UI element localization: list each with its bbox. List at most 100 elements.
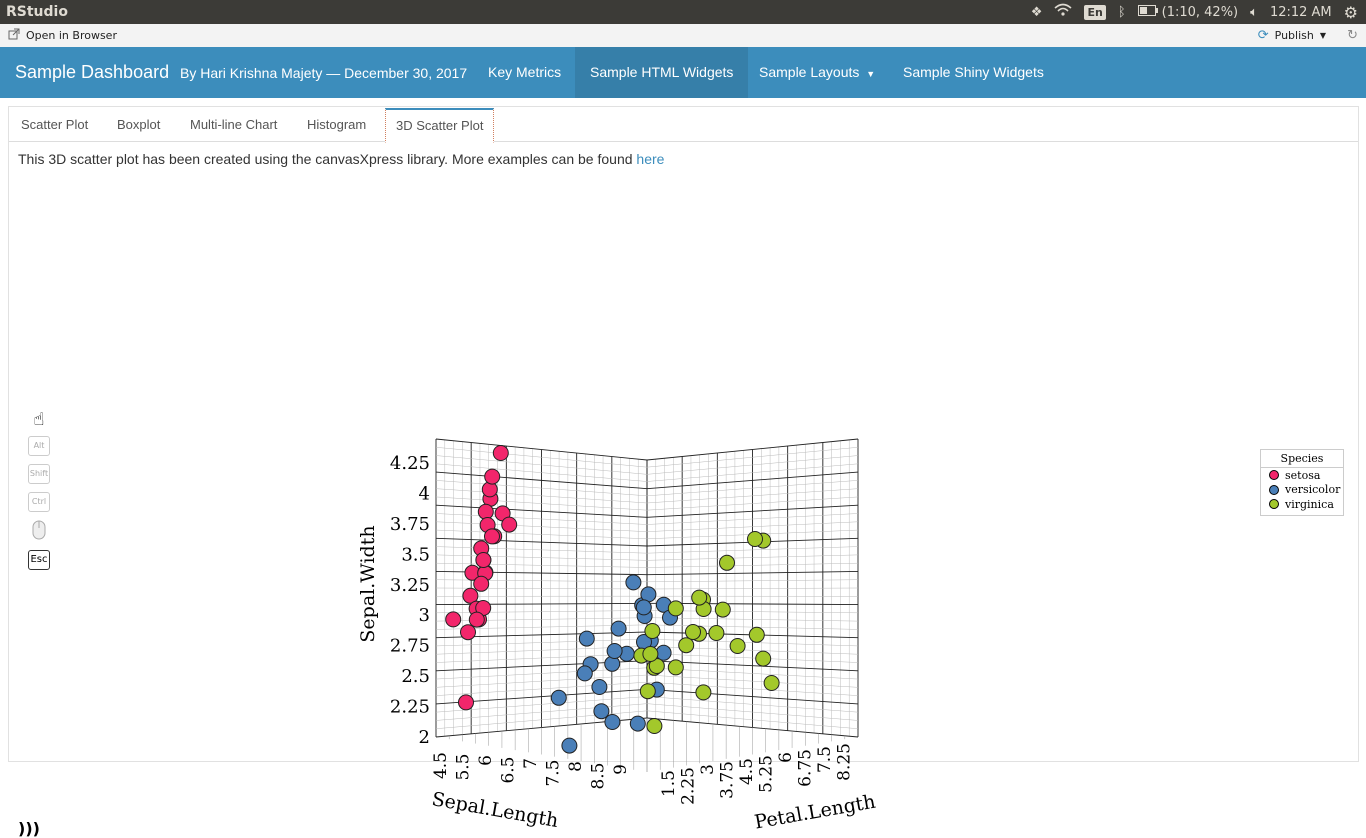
legend-swatch-virginica [1269,499,1279,509]
tab-multi-line-chart[interactable]: Multi-line Chart [180,107,287,141]
data-point-virginica [692,590,707,605]
refresh-icon[interactable]: ↻ [1347,28,1358,43]
data-point-virginica [647,719,662,734]
nav-sample-layouts-label: Sample Layouts [759,64,859,80]
gear-icon[interactable]: ⚙ [1344,3,1358,22]
data-point-virginica [686,625,701,640]
viewer-toolbar: Open in Browser ⟳ Publish ▼ ↻ [0,24,1366,48]
data-point-setosa [485,469,500,484]
data-point-versicolor [630,716,645,731]
z-tick-label: 5.25 [757,755,777,793]
data-point-setosa [476,553,491,568]
publish-icon: ⟳ [1258,28,1269,43]
bluetooth-icon[interactable]: ᛒ [1118,5,1126,20]
esc-key[interactable]: Esc [28,550,50,570]
z-tick-label: 7.5 [815,746,835,773]
z-tick-label: 3.75 [718,761,738,799]
open-in-browser-button[interactable]: Open in Browser [8,28,117,43]
data-point-setosa [469,612,484,627]
z-axis-title: Petal.Length [753,791,877,834]
legend-label-versicolor: versicolor [1285,483,1340,496]
x-tick-label: 6.5 [499,757,519,784]
data-point-versicolor [656,645,671,660]
z-tick-label: 8.25 [835,743,855,781]
tab-histogram[interactable]: Histogram [297,107,376,141]
examples-link[interactable]: here [636,151,664,167]
battery-indicator[interactable]: (1:10, 42%) [1138,5,1239,20]
x-tick-label: 7 [521,758,541,769]
audio-wave-icon[interactable]: ))) [18,819,40,838]
chevron-down-icon: ▼ [1320,31,1326,40]
tab-3d-scatter-plot[interactable]: 3D Scatter Plot [385,108,494,143]
nav-sample-html-widgets[interactable]: Sample HTML Widgets [575,47,748,98]
data-point-versicolor [607,644,622,659]
x-tick-label: 6 [476,755,496,766]
legend-title: Species [1261,452,1343,468]
clock[interactable]: 12:12 AM [1270,5,1332,20]
ctrl-key[interactable]: Ctrl [28,492,50,512]
legend-item-setosa[interactable]: setosa [1261,468,1343,483]
data-point-versicolor [562,738,577,753]
data-point-versicolor [592,680,607,695]
tab-strip: Scatter Plot Boxplot Multi-line Chart Hi… [9,107,1358,142]
legend-label-setosa: setosa [1285,469,1320,482]
tab-boxplot[interactable]: Boxplot [107,107,170,141]
shift-key[interactable]: Shift [28,464,50,484]
nav-sample-shiny-widgets[interactable]: Sample Shiny Widgets [888,47,1059,98]
open-in-browser-label: Open in Browser [26,29,117,42]
data-point-virginica [709,626,724,641]
data-point-virginica [756,651,771,666]
legend-label-virginica: virginica [1285,498,1334,511]
chart-toolbar: ☝ Alt Shift Ctrl Esc [28,409,50,578]
tab-panel: Scatter Plot Boxplot Multi-line Chart Hi… [8,106,1359,762]
nav-sample-layouts[interactable]: Sample Layouts ▼ [744,47,890,98]
battery-text: (1:10, 42%) [1162,5,1239,20]
data-point-virginica [730,639,745,654]
data-point-virginica [643,647,658,662]
x-tick-label: 8.5 [589,763,609,790]
alt-key[interactable]: Alt [28,436,50,456]
data-point-setosa [474,576,489,591]
legend-item-virginica[interactable]: virginica [1261,497,1343,512]
hand-cursor-icon[interactable]: ☝ [28,409,50,430]
volume-icon[interactable]: 🔈︎ [1250,5,1258,20]
legend-swatch-setosa [1269,470,1279,480]
dropbox-icon[interactable]: ❖ [1031,5,1043,20]
z-tick-label: 6 [776,752,796,763]
publish-button[interactable]: ⟳ Publish ▼ [1258,28,1326,43]
x-tick-label: 8 [566,761,586,772]
x-tick-label: 9 [611,764,631,775]
tab-scatter-plot[interactable]: Scatter Plot [11,107,98,141]
y-tick-label: 3.75 [390,514,430,535]
data-point-virginica [749,627,764,642]
data-point-virginica [645,624,660,639]
legend-item-versicolor[interactable]: versicolor [1261,483,1343,498]
data-point-virginica [720,555,735,570]
keyboard-language[interactable]: En [1084,5,1105,20]
system-top-bar: RStudio ❖ En ᛒ (1:10, 42%) 🔈︎ 12:12 AM ⚙ [0,0,1366,24]
z-tick-label: 2.25 [679,767,699,805]
wifi-icon[interactable] [1054,3,1072,21]
dashboard-byline: By Hari Krishna Majety — December 30, 20… [180,65,467,81]
y-tick-label: 2.75 [390,636,430,657]
data-point-versicolor [611,621,626,636]
publish-label: Publish [1275,29,1314,42]
data-point-versicolor [551,690,566,705]
mouse-icon[interactable] [28,520,50,544]
data-point-versicolor [579,631,594,646]
data-point-virginica [696,685,711,700]
nav-key-metrics[interactable]: Key Metrics [473,47,576,98]
y-tick-label: 3.25 [390,575,430,596]
data-point-setosa [459,695,474,710]
x-tick-label: 5.5 [454,754,474,781]
data-point-virginica [668,660,683,675]
description-text: This 3D scatter plot has been created us… [18,151,664,167]
dashboard-title[interactable]: Sample Dashboard [15,62,169,83]
data-point-virginica [668,601,683,616]
data-point-versicolor [636,600,651,615]
data-point-versicolor [605,715,620,730]
data-point-versicolor [577,666,592,681]
species-legend: Species setosa versicolor virginica [1260,449,1344,516]
y-tick-label: 3.5 [401,544,430,565]
